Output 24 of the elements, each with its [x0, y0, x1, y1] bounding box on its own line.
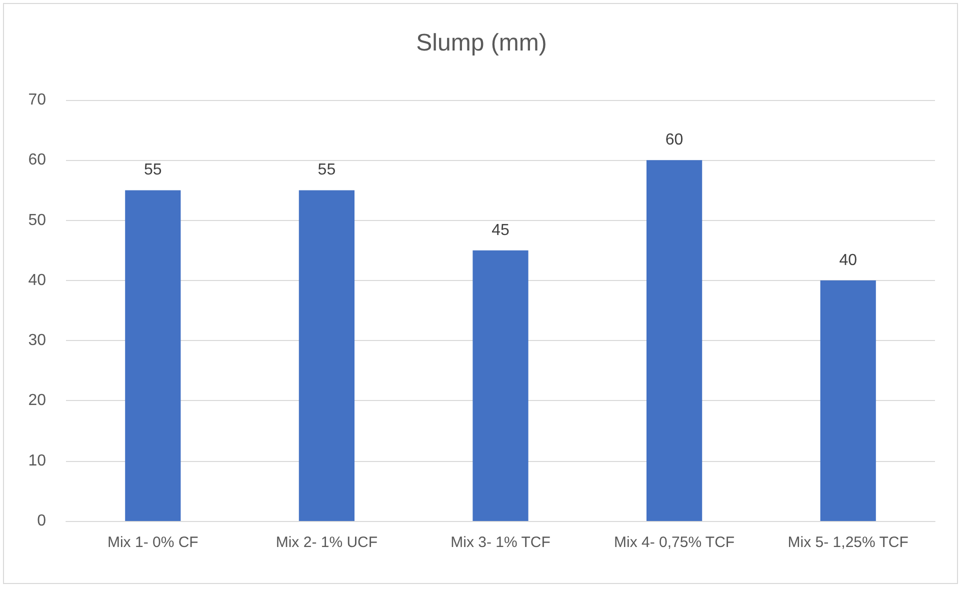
bar: [472, 250, 528, 521]
y-tick-label: 60: [28, 152, 46, 169]
y-tick-label: 0: [37, 512, 46, 530]
y-tick-label: 20: [28, 392, 46, 410]
bar: [820, 280, 876, 521]
data-label: 45: [492, 222, 510, 239]
y-tick-label: 70: [28, 92, 46, 108]
y-tick-label: 10: [28, 452, 46, 470]
x-tick-label: Mix 5- 1,25% TCF: [788, 534, 908, 551]
data-label: 55: [318, 162, 336, 179]
data-label: 55: [144, 162, 162, 179]
chart-title: Slump (mm): [416, 30, 547, 56]
y-tick-label: 40: [28, 272, 46, 289]
bar: [646, 160, 702, 521]
x-tick-label: Mix 4- 0,75% TCF: [614, 534, 735, 551]
y-tick-label: 30: [28, 332, 46, 350]
data-label: 40: [839, 252, 858, 269]
x-tick-label: Mix 2- 1% UCF: [276, 534, 378, 551]
x-tick-label: Mix 1- 0% CF: [107, 534, 198, 551]
x-tick-label: Mix 3- 1% TCF: [450, 534, 550, 551]
y-tick-label: 50: [28, 212, 46, 229]
bar: [298, 190, 355, 521]
data-label: 60: [665, 132, 684, 149]
bar: [125, 190, 181, 521]
